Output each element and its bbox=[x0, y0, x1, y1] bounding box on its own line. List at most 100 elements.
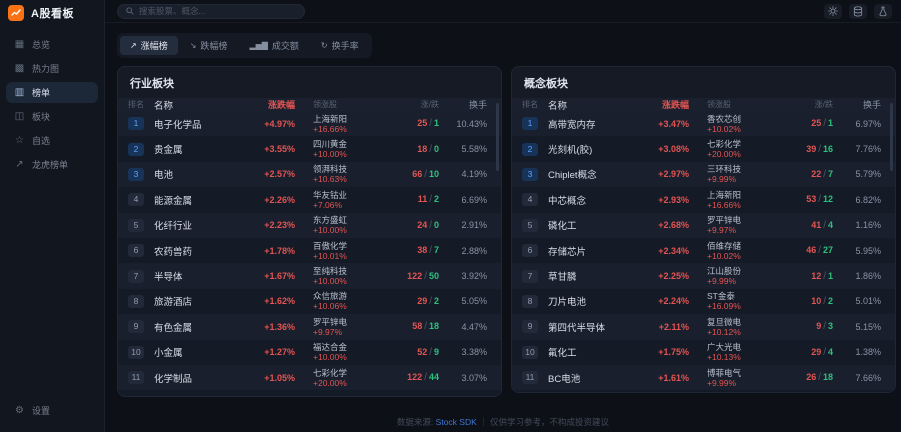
leading-stock: 复旦微电 +10.12% bbox=[689, 317, 775, 337]
leading-stock: 江山股份 +9.99% bbox=[689, 266, 775, 286]
table-row[interactable]: 12 玻璃玻纤 +0.57% 耀皮玻璃 58/11 4.16% bbox=[118, 390, 501, 396]
sector-name: 农药兽药 bbox=[154, 246, 193, 258]
col-updown: 涨/跌 bbox=[420, 100, 439, 109]
tab[interactable]: ↗ 涨幅榜 bbox=[120, 36, 178, 55]
leading-stock-change: +9.99% bbox=[707, 174, 737, 185]
theme-toggle-button[interactable] bbox=[824, 3, 842, 19]
sidebar-item[interactable]: ◫ 板块 bbox=[6, 106, 98, 127]
turnover: 3.92% bbox=[461, 271, 487, 282]
lab-button[interactable] bbox=[874, 3, 892, 19]
data-source-button[interactable] bbox=[849, 3, 867, 19]
leading-stock-name: 众信旅游 bbox=[313, 291, 348, 302]
search-box[interactable] bbox=[117, 3, 305, 19]
table-row[interactable]: 7 半导体 +1.67% 至纯科技 +10.00% 122/50 3.92% bbox=[118, 263, 501, 289]
down-count: 1 bbox=[433, 118, 439, 129]
turnover: 2.91% bbox=[461, 220, 487, 231]
leading-stock: 上海新阳 +16.66% bbox=[689, 190, 775, 210]
table-row[interactable]: 2 光刻机(胶) +3.08% 七彩化学 +20.00% 39/16 7.76% bbox=[512, 136, 895, 162]
leading-stock: 东方盛虹 +10.00% bbox=[295, 215, 381, 235]
sector-change: +1.05% bbox=[264, 372, 295, 383]
table-row[interactable]: 3 电池 +2.57% 领湃科技 +10.63% 66/10 4.19% bbox=[118, 161, 501, 188]
table-row[interactable]: 3 Chiplet概念 +2.97% 三环科技 +9.99% 22/7 5.79… bbox=[512, 161, 895, 188]
panel-title: 行业板块 bbox=[130, 78, 174, 90]
leading-stock-change: +10.13% bbox=[707, 352, 741, 363]
tab-label: 成交额 bbox=[271, 41, 299, 51]
leading-stock: 博菲电气 +9.99% bbox=[689, 368, 775, 388]
sidebar-item[interactable]: ▦ 总览 bbox=[6, 34, 98, 55]
table-row[interactable]: 5 化纤行业 +2.23% 东方盛虹 +10.00% 24/0 2.91% bbox=[118, 212, 501, 238]
up-count: 122 bbox=[407, 372, 423, 383]
table-row[interactable]: 4 能源金属 +2.26% 华友钴业 +7.06% 11/2 6.69% bbox=[118, 187, 501, 213]
table-row[interactable]: 9 有色金属 +1.36% 罗平锌电 +9.97% 58/18 4.47% bbox=[118, 314, 501, 340]
rank-badge: 7 bbox=[522, 269, 538, 283]
table-row[interactable]: 11 BC电池 +1.61% 博菲电气 +9.99% 26/18 7.66% bbox=[512, 364, 895, 391]
sidebar-item-icon: ▦ bbox=[14, 39, 25, 50]
down-count: 50 bbox=[428, 270, 439, 281]
table-row[interactable]: 1 电子化学品 +4.97% 上海新阳 +16.66% 25/1 10.43% bbox=[118, 111, 501, 137]
turnover: 6.97% bbox=[855, 118, 881, 129]
rank-badge: 1 bbox=[522, 117, 538, 131]
sidebar-item[interactable]: ↗ 龙虎榜单 bbox=[6, 154, 98, 175]
settings-label: 设置 bbox=[32, 406, 51, 416]
sector-name: 第四代半导体 bbox=[548, 322, 606, 334]
leading-stock: 三环科技 +9.99% bbox=[689, 164, 775, 184]
col-change: 涨跌幅 bbox=[661, 100, 689, 110]
leading-stock-name: 佰维存储 bbox=[707, 240, 742, 251]
turnover: 5.01% bbox=[855, 296, 881, 307]
leading-stock-name: 东方盛虹 bbox=[313, 215, 348, 226]
leading-stock-change: +10.00% bbox=[313, 276, 347, 287]
leading-stock-name: 七彩化学 bbox=[313, 367, 348, 378]
table-row[interactable]: 10 小金属 +1.27% 福达合金 +10.00% 52/9 3.38% bbox=[118, 339, 501, 365]
table-row[interactable]: 4 中芯概念 +2.93% 上海新阳 +16.66% 53/12 6.82% bbox=[512, 187, 895, 213]
table-row[interactable]: 10 氟化工 +1.75% 广大光电 +10.13% 29/4 1.38% bbox=[512, 339, 895, 365]
sector-change: +2.25% bbox=[658, 271, 689, 282]
up-down-count: 18/0 bbox=[417, 143, 439, 155]
table-row[interactable]: 1 高带宽内存 +3.47% 香农芯创 +10.02% 25/1 6.97% bbox=[512, 111, 895, 137]
leading-stock: 上海新阳 +16.66% bbox=[295, 114, 381, 134]
tab[interactable]: ▂▅▇ 成交额 bbox=[239, 36, 308, 55]
col-leader: 领涨股 bbox=[707, 100, 731, 109]
scrollbar[interactable] bbox=[890, 103, 893, 171]
rank-badge: 9 bbox=[128, 320, 144, 334]
tab[interactable]: ↻ 换手率 bbox=[311, 36, 369, 55]
sidebar-item[interactable]: ☆ 自选 bbox=[6, 130, 98, 151]
leading-stock-name: 福达合金 bbox=[313, 342, 348, 353]
scrollbar[interactable] bbox=[496, 103, 499, 171]
sidebar-item[interactable]: ▥ 榜单 bbox=[6, 82, 98, 103]
tab-icon: ▂▅▇ bbox=[249, 41, 268, 50]
tab-icon: ↗ bbox=[130, 41, 137, 50]
footer-source-link[interactable]: Stock SDK bbox=[435, 417, 477, 427]
sector-name: 化纤行业 bbox=[154, 221, 193, 233]
table-row[interactable]: 2 贵金属 +3.55% 四川黄金 +10.00% 18/0 5.58% bbox=[118, 136, 501, 162]
leading-stock: 香农芯创 +10.02% bbox=[689, 114, 775, 134]
app-logo: A股看板 bbox=[0, 0, 104, 31]
table-row[interactable]: 5 磷化工 +2.68% 罗平锌电 +9.97% 41/4 1.16% bbox=[512, 212, 895, 238]
turnover: 1.16% bbox=[855, 220, 881, 231]
tab-label: 跌幅榜 bbox=[200, 41, 228, 51]
table-body: 1 高带宽内存 +3.47% 香农芯创 +10.02% 25/1 6.97% 2… bbox=[512, 111, 895, 392]
table-row[interactable]: 8 刀片电池 +2.24% ST金泰 +16.09% 10/2 5.01% bbox=[512, 288, 895, 315]
sector-change: +1.27% bbox=[264, 347, 295, 358]
tab[interactable]: ↘ 跌幅榜 bbox=[180, 36, 238, 55]
footer-source-label: 数据来源: bbox=[396, 417, 434, 427]
leading-stock-change: +16.66% bbox=[313, 123, 347, 134]
sector-change: +3.55% bbox=[264, 144, 295, 155]
down-count: 9 bbox=[433, 346, 439, 357]
table-row[interactable]: 11 化学制品 +1.05% 七彩化学 +20.00% 122/44 3.07% bbox=[118, 364, 501, 391]
leading-stock-change: +9.99% bbox=[707, 377, 737, 388]
search-input[interactable] bbox=[139, 6, 296, 16]
table-row[interactable]: 6 农药兽药 +1.78% 百傲化学 +10.01% 38/7 2.88% bbox=[118, 237, 501, 264]
table-row[interactable]: 6 存储芯片 +2.34% 佰维存储 +10.02% 46/27 5.95% bbox=[512, 237, 895, 264]
sector-change: +2.97% bbox=[658, 169, 689, 180]
sector-name: BC电池 bbox=[548, 373, 581, 385]
down-count: 7 bbox=[433, 245, 439, 256]
table-row[interactable]: 8 旅游酒店 +1.62% 众信旅游 +10.06% 29/2 5.05% bbox=[118, 288, 501, 315]
sidebar-item[interactable]: ▩ 热力图 bbox=[6, 58, 98, 79]
down-count: 0 bbox=[433, 143, 439, 154]
down-count: 2 bbox=[433, 295, 439, 306]
sidebar-item-settings[interactable]: ⚙ 设置 bbox=[6, 400, 98, 421]
table-row[interactable]: 7 草甘膦 +2.25% 江山股份 +9.99% 12/1 1.86% bbox=[512, 263, 895, 289]
table-row[interactable]: 12 小金属概念 +1.56% 五矿发展 76/28 3.92% bbox=[512, 390, 895, 392]
table-row[interactable]: 9 第四代半导体 +2.11% 复旦微电 +10.12% 9/3 5.15% bbox=[512, 314, 895, 340]
up-down-count: 46/27 bbox=[806, 245, 833, 257]
